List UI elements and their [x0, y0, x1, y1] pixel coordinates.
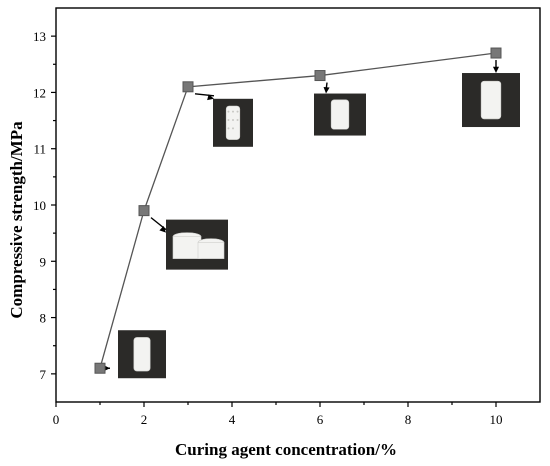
x-tick-label: 8	[405, 412, 412, 427]
y-axis-ticks: 7 8 9 10 11 12 13	[33, 29, 56, 382]
x-tick-label: 2	[141, 412, 148, 427]
specimen-piece	[197, 242, 225, 259]
specimen-cylinder	[480, 80, 502, 120]
arrow-head	[207, 94, 214, 101]
specimen-pore	[227, 110, 230, 113]
specimen-pore	[232, 119, 234, 121]
x-tick-label: 4	[229, 412, 236, 427]
y-tick-label: 10	[33, 198, 46, 213]
y-tick-label: 8	[40, 311, 47, 326]
data-point	[314, 70, 326, 82]
specimen-photo	[314, 82, 366, 136]
specimen-cylinder	[330, 99, 350, 130]
specimen-pore	[232, 110, 234, 113]
x-tick-label: 10	[490, 412, 503, 427]
arrow-head	[323, 86, 330, 94]
data-point	[490, 47, 502, 59]
data-point	[138, 205, 150, 217]
specimen-cylinder	[133, 337, 151, 372]
y-tick-label: 9	[40, 254, 47, 269]
y-axis-title: Compressive strength/MPa	[7, 121, 26, 319]
annotation-arrow	[194, 93, 215, 97]
specimen-piece	[172, 236, 202, 259]
specimen-pore	[227, 127, 230, 130]
series-line	[99, 52, 497, 369]
y-tick-label: 13	[33, 29, 46, 44]
specimen-pore	[236, 119, 239, 121]
x-axis-ticks: 0 2 4 6 8 10	[53, 402, 503, 427]
x-axis-title: Curing agent concentration/%	[175, 440, 397, 459]
arrow-head	[492, 66, 500, 74]
specimen-photo	[150, 217, 228, 270]
specimen-photo	[103, 330, 166, 379]
series	[94, 47, 502, 374]
specimen-pore	[232, 127, 234, 130]
y-tick-label: 11	[33, 142, 46, 157]
specimen-pore	[236, 110, 239, 113]
specimen-photo	[462, 60, 520, 128]
specimen-cylinder	[225, 105, 241, 140]
specimen-photos	[103, 60, 520, 379]
y-tick-label: 7	[40, 367, 47, 382]
data-point	[94, 362, 106, 374]
data-point	[182, 81, 194, 93]
x-tick-label: 6	[317, 412, 324, 427]
arrow-head	[159, 226, 166, 233]
specimen-photo	[194, 93, 253, 147]
x-tick-label: 0	[53, 412, 60, 427]
y-tick-label: 12	[33, 85, 46, 100]
specimen-pore	[227, 119, 230, 121]
